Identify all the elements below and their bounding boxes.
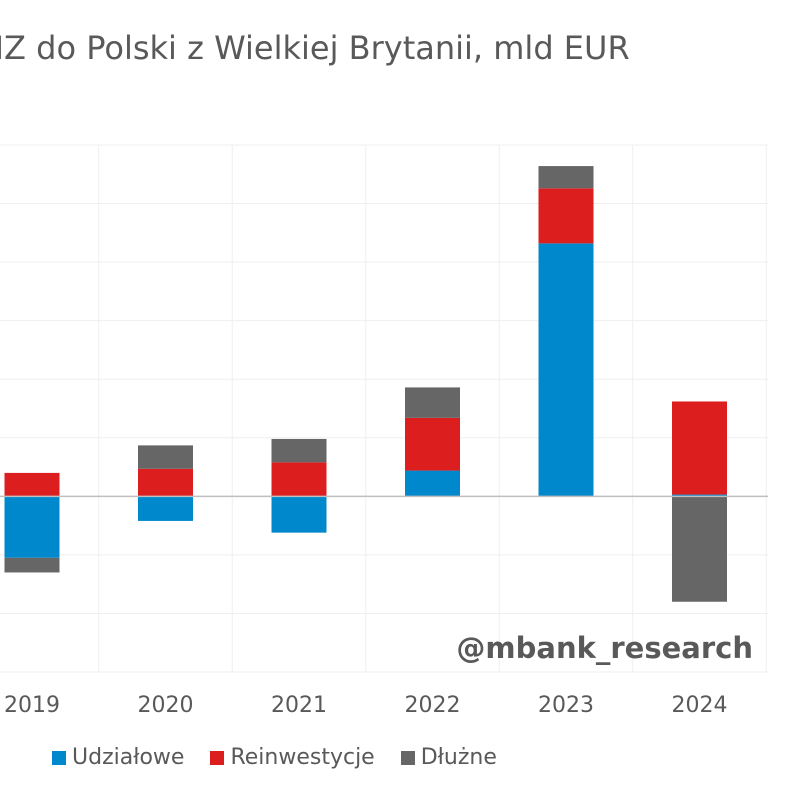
bar-reinwestycje-2019 bbox=[4, 472, 60, 497]
bar-reinwestycje-2024 bbox=[672, 401, 727, 495]
x-tick-label: 2019 bbox=[4, 693, 60, 718]
chart-legend: Udziałowe Reinwestycje Dłużne bbox=[52, 745, 523, 770]
bar-dłużne-2024 bbox=[672, 496, 727, 602]
x-tick-label: 2020 bbox=[138, 693, 194, 718]
bar-reinwestycje-2021 bbox=[271, 462, 327, 497]
watermark: @mbank_research bbox=[456, 631, 753, 665]
legend-swatch-reinwestycje bbox=[210, 750, 225, 765]
x-tick-label: 2022 bbox=[405, 693, 461, 718]
bar-udziałowe-2019 bbox=[4, 496, 60, 558]
bar-udziałowe-2021 bbox=[271, 496, 327, 533]
bar-udziałowe-2022 bbox=[405, 470, 460, 497]
bar-reinwestycje-2022 bbox=[405, 417, 460, 471]
grid-layer bbox=[0, 144, 768, 673]
bar-udziałowe-2020 bbox=[138, 496, 193, 521]
legend-label-dluzne: Dłużne bbox=[420, 745, 497, 770]
x-tick-label: 2024 bbox=[672, 693, 728, 718]
bars-layer bbox=[4, 166, 727, 602]
bar-udziałowe-2023 bbox=[538, 243, 594, 497]
legend-label-reinwestycje: Reinwestycje bbox=[230, 745, 375, 770]
legend-item-udzialowe: Udziałowe bbox=[52, 745, 184, 770]
bar-reinwestycje-2020 bbox=[138, 468, 193, 497]
bar-dłużne-2021 bbox=[271, 438, 327, 463]
bar-reinwestycje-2023 bbox=[538, 188, 594, 244]
x-tick-label: 2023 bbox=[538, 693, 594, 718]
bar-dłużne-2020 bbox=[138, 445, 193, 469]
legend-label-udzialowe: Udziałowe bbox=[72, 745, 185, 770]
chart-title: w BIZ do Polski z Wielkiej Brytanii, mld… bbox=[0, 29, 630, 67]
legend-item-dluzne: Dłużne bbox=[400, 745, 497, 770]
legend-swatch-udzialowe bbox=[52, 750, 66, 765]
legend-swatch-dluzne bbox=[400, 750, 415, 765]
labels-layer: 2019 2020 2021 2022 2023 2024 bbox=[4, 693, 728, 718]
bar-udziałowe-2024 bbox=[672, 494, 727, 497]
legend-item-reinwestycje: Reinwestycje bbox=[210, 745, 375, 770]
bar-dłużne-2022 bbox=[405, 387, 460, 418]
x-tick-label: 2021 bbox=[271, 693, 327, 718]
bar-dłużne-2019 bbox=[4, 557, 60, 573]
bar-dłużne-2023 bbox=[538, 166, 594, 189]
